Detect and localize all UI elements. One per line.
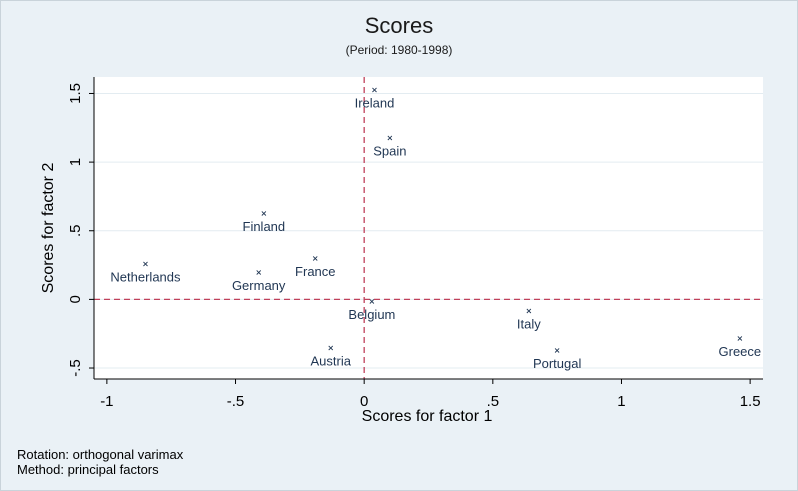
y-tick-label: -.5 [67,359,84,377]
data-point-italy: ×Italy [517,306,541,331]
point-marker: × [255,268,262,277]
point-label: Ireland [355,95,395,110]
data-point-belgium: ×Belgium [348,297,395,322]
plot-area [94,77,763,379]
data-point-netherlands: ×Netherlands [110,260,181,285]
x-tick-label: 1.5 [740,393,761,410]
y-axis-title: Scores for factor 2 [40,163,57,294]
point-marker: × [387,133,394,142]
data-point-finland: ×Finland [243,209,286,234]
chart-title: Scores [365,13,433,38]
x-tick-label: -1 [100,393,113,410]
point-label: Finland [243,219,286,234]
rotation-note: Rotation: orthogonal varimax [17,447,184,462]
point-marker: × [260,209,267,218]
x-tick-label: 1 [617,393,625,410]
data-point-portugal: ×Portugal [533,346,582,371]
point-marker: × [525,306,532,315]
y-tick-label: 1.5 [67,83,84,104]
point-marker: × [554,346,561,355]
point-label: Portugal [533,356,582,371]
data-point-spain: ×Spain [373,133,406,158]
point-label: Austria [310,353,351,368]
y-tick-label: .5 [67,224,84,237]
point-label: Belgium [348,307,395,322]
x-axis-title: Scores for factor 1 [362,408,493,425]
x-tick-label: -.5 [227,393,245,410]
y-tick-label: 1 [67,158,84,166]
data-point-greece: ×Greece [719,334,762,359]
y-tick-label: 0 [67,295,84,303]
point-marker: × [369,297,376,306]
data-point-austria: ×Austria [310,343,351,368]
point-label: Netherlands [110,270,181,285]
point-marker: × [327,343,334,352]
axes: -1 -.5 0 .5 1 1.5 -.5 0 .5 1 1.5 [67,77,763,410]
point-label: France [295,264,335,279]
point-marker: × [142,260,149,269]
data-point-germany: ×Germany [232,268,286,293]
data-point-france: ×France [295,254,335,279]
point-label: Spain [373,143,406,158]
x-tick-label: 0 [360,393,368,410]
reference-lines [94,77,763,379]
point-marker: × [312,254,319,263]
method-note: Method: principal factors [17,462,159,477]
data-points: ×Ireland×Spain×Finland×Netherlands×Franc… [110,85,761,371]
point-label: Greece [719,344,762,359]
point-label: Italy [517,316,541,331]
point-label: Germany [232,278,286,293]
data-point-ireland: ×Ireland [355,85,395,110]
point-marker: × [371,85,378,94]
chart-subtitle: (Period: 1980-1998) [346,43,453,57]
point-marker: × [736,334,743,343]
x-tick-label: .5 [487,393,500,410]
